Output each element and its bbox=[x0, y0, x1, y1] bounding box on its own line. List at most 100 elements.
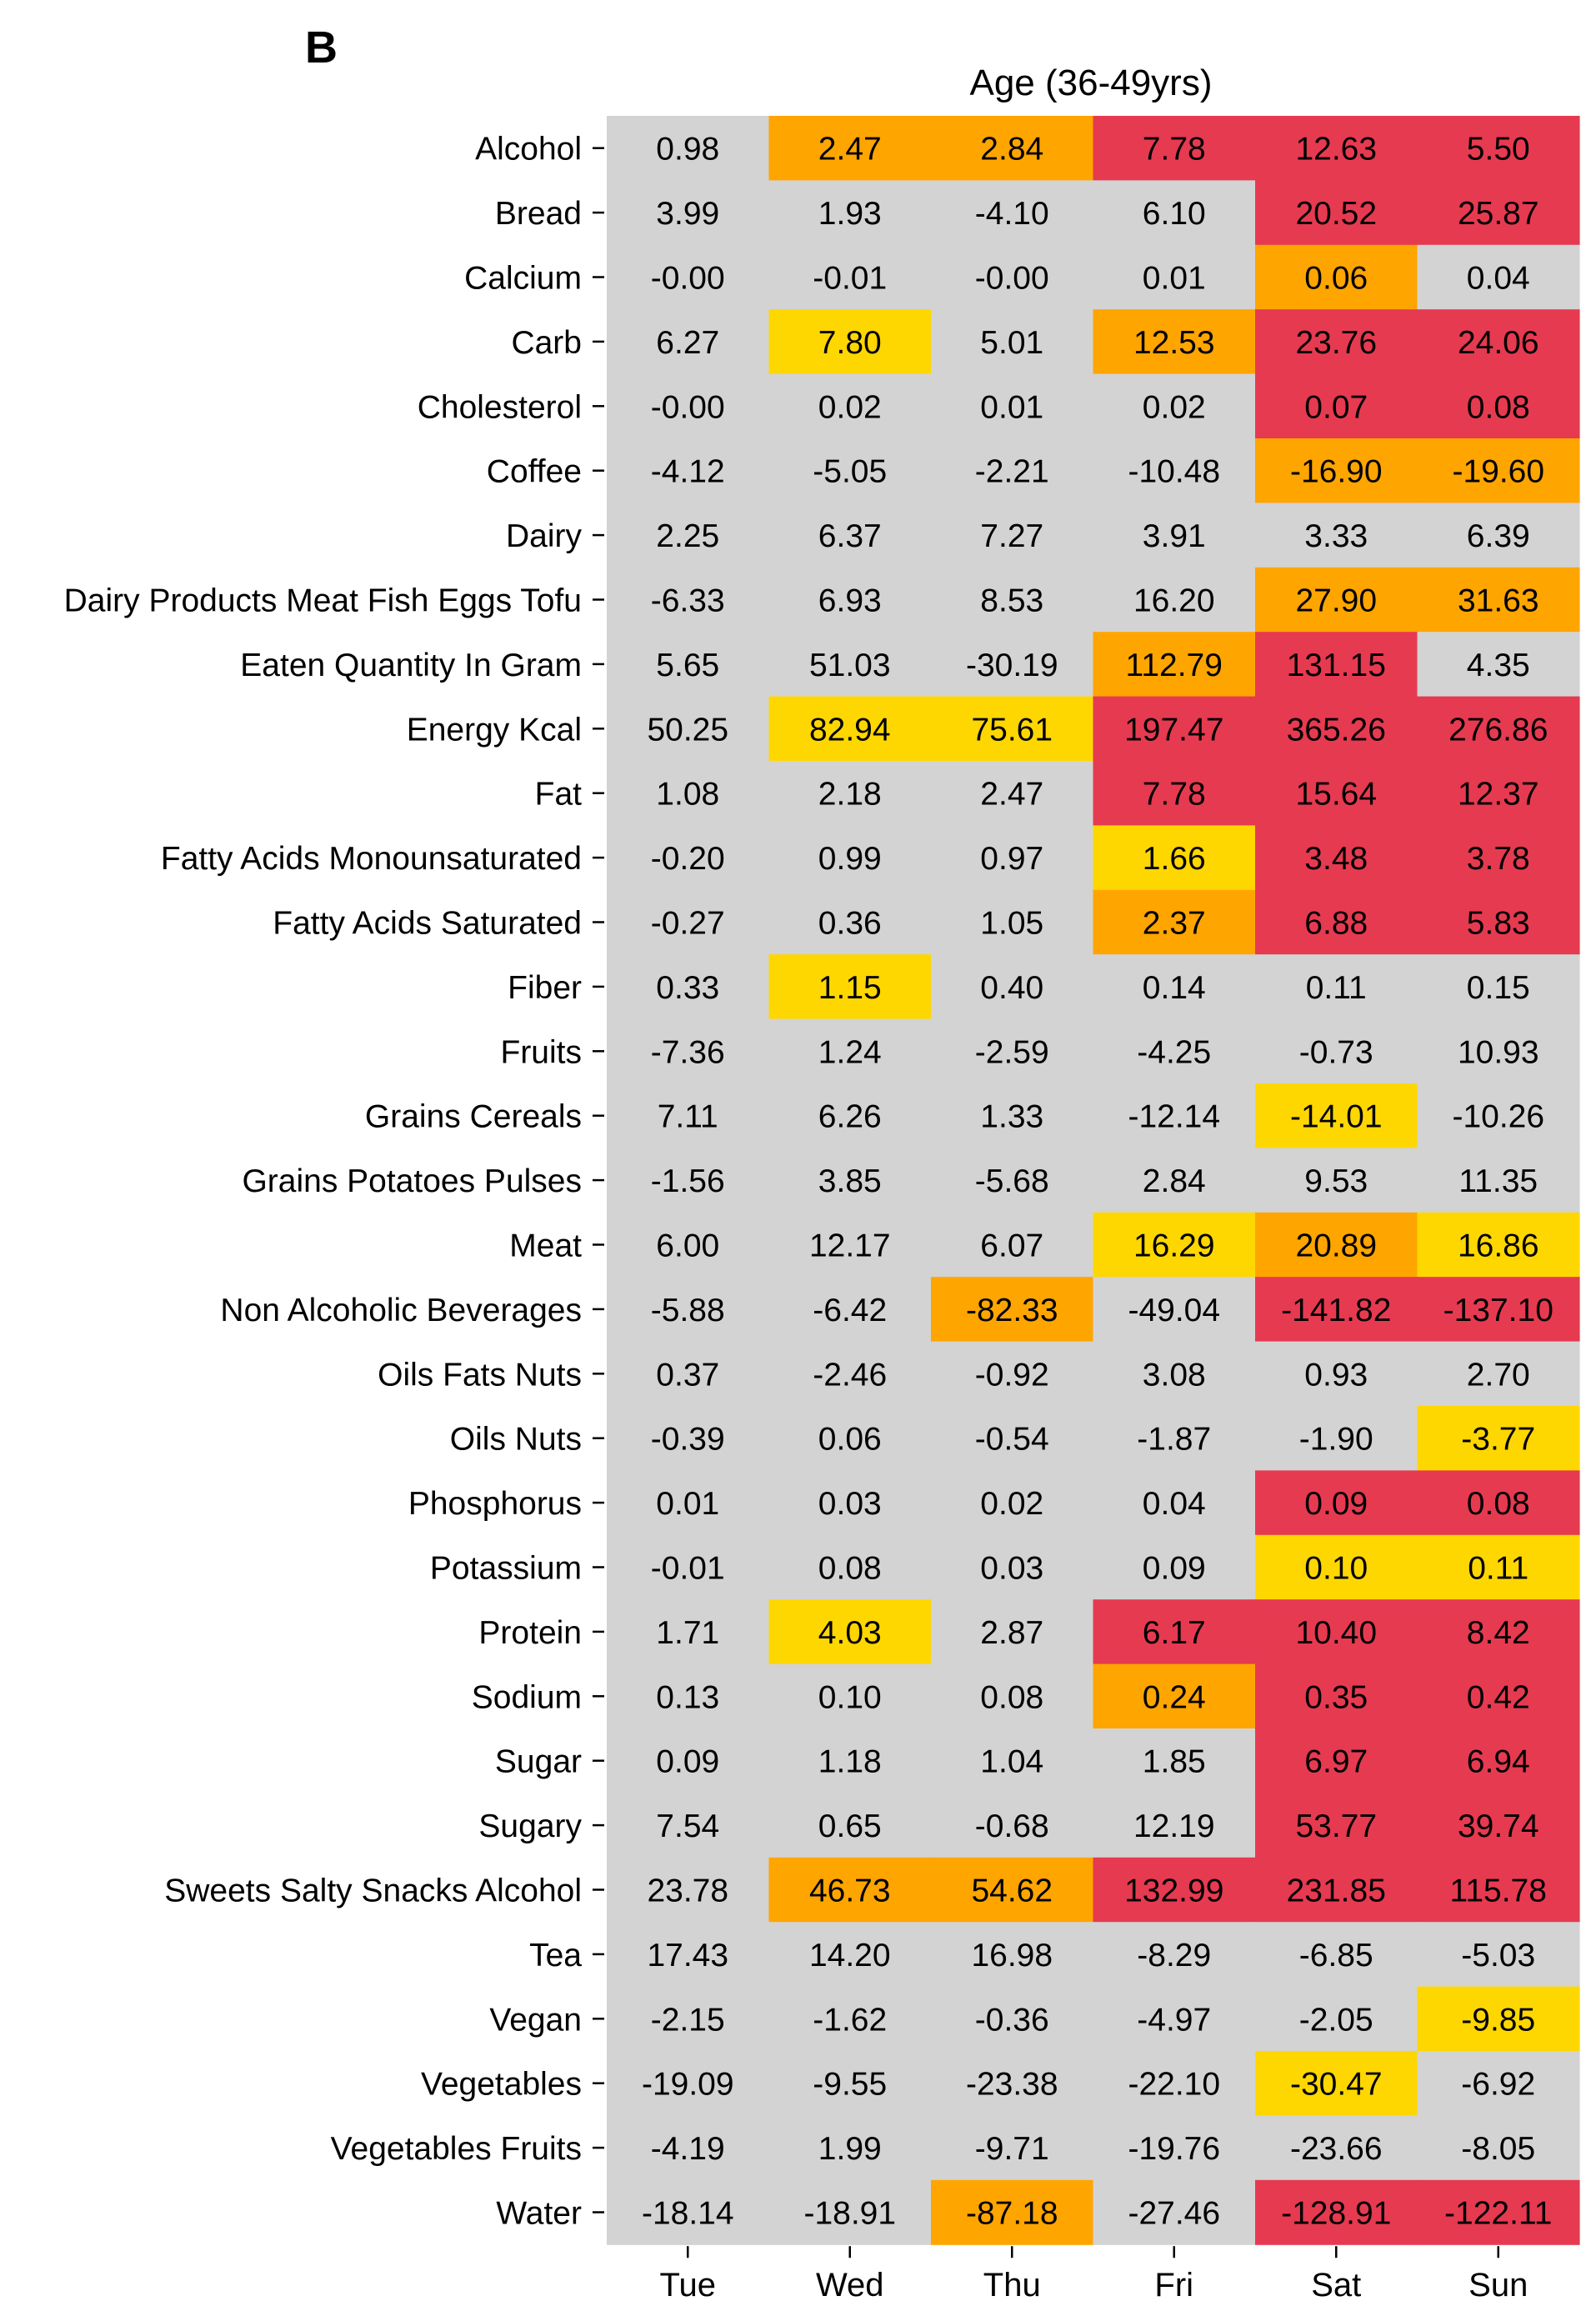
cell-value-label: 0.03 bbox=[818, 1486, 882, 1522]
cell-value-label: -2.59 bbox=[975, 1034, 1049, 1070]
heatmap-cell bbox=[1093, 1534, 1256, 1600]
heatmap-cell bbox=[931, 1083, 1094, 1148]
heatmap-cell bbox=[1093, 825, 1256, 891]
heatmap-cell bbox=[1093, 954, 1256, 1020]
heatmap-cell bbox=[1417, 1534, 1580, 1600]
cell-value-label: -14.01 bbox=[1290, 1099, 1383, 1135]
heatmap-cell bbox=[1417, 567, 1580, 633]
heatmap-cell bbox=[1093, 2115, 1256, 2181]
heatmap-cell bbox=[1417, 1470, 1580, 1536]
cell-value-label: 6.88 bbox=[1304, 906, 1368, 942]
cell-value-label: 20.89 bbox=[1295, 1228, 1377, 1264]
heatmap-cell bbox=[768, 244, 932, 310]
cell-value-label: -87.18 bbox=[966, 2196, 1058, 2232]
heatmap-cell bbox=[1093, 1599, 1256, 1665]
cell-value-label: 0.07 bbox=[1304, 389, 1368, 425]
heatmap-cell bbox=[768, 1663, 932, 1729]
cell-value-label: 3.48 bbox=[1304, 841, 1368, 877]
cell-value-label: 75.61 bbox=[971, 712, 1053, 748]
heatmap-cell bbox=[607, 1986, 770, 2052]
cell-value-label: 0.13 bbox=[656, 1679, 719, 1715]
heatmap-cell bbox=[1093, 1793, 1256, 1858]
cell-value-label: 53.77 bbox=[1295, 1808, 1377, 1844]
cell-value-label: 6.26 bbox=[818, 1099, 882, 1135]
cell-value-label: 0.09 bbox=[656, 1744, 719, 1780]
heatmap-cell bbox=[1255, 180, 1418, 246]
cell-value-label: 12.37 bbox=[1458, 777, 1539, 813]
cell-value-label: 0.02 bbox=[980, 1486, 1043, 1522]
heatmap-cell bbox=[1417, 180, 1580, 246]
heatmap-cell bbox=[607, 244, 770, 310]
heatmap-cell bbox=[1255, 1148, 1418, 1213]
heatmap-cell bbox=[607, 1277, 770, 1343]
cell-value-label: 1.93 bbox=[818, 196, 882, 232]
cell-value-label: 10.40 bbox=[1295, 1615, 1377, 1651]
cell-value-label: 5.83 bbox=[1467, 906, 1530, 942]
cell-value-label: 131.15 bbox=[1287, 648, 1386, 683]
heatmap-cell bbox=[1093, 1212, 1256, 1278]
heatmap-cell bbox=[1417, 1986, 1580, 2052]
row-label: Grains Cereals bbox=[365, 1099, 582, 1135]
heatmap-cell bbox=[1417, 889, 1580, 955]
heatmap-cell bbox=[1093, 632, 1256, 698]
cell-value-label: -0.92 bbox=[975, 1357, 1049, 1393]
column-label: Thu bbox=[983, 2267, 1041, 2303]
cell-value-label: 10.93 bbox=[1458, 1034, 1539, 1070]
cell-value-label: 82.94 bbox=[809, 712, 891, 748]
cell-value-label: 0.01 bbox=[656, 1486, 719, 1522]
heatmap-cell bbox=[1255, 1663, 1418, 1729]
heatmap-cell bbox=[768, 632, 932, 698]
heatmap-cell bbox=[768, 1341, 932, 1407]
heatmap-cell bbox=[1093, 1728, 1256, 1793]
heatmap-cell bbox=[768, 1470, 932, 1536]
heatmap-cell bbox=[931, 309, 1094, 375]
cell-value-label: 0.24 bbox=[1143, 1679, 1206, 1715]
cell-value-label: 3.91 bbox=[1143, 518, 1206, 554]
cell-value-label: -5.03 bbox=[1461, 1938, 1535, 1973]
cell-value-label: -4.25 bbox=[1137, 1034, 1211, 1070]
cell-value-label: -4.97 bbox=[1137, 2002, 1211, 2038]
heatmap-cell bbox=[931, 503, 1094, 568]
heatmap-cell bbox=[768, 1018, 932, 1084]
heatmap-cell bbox=[768, 373, 932, 439]
heatmap-cell bbox=[1255, 503, 1418, 568]
cell-value-label: 0.06 bbox=[818, 1422, 882, 1458]
heatmap-cell bbox=[931, 2051, 1094, 2116]
cell-value-label: 2.70 bbox=[1467, 1357, 1530, 1393]
heatmap-cell bbox=[1093, 761, 1256, 826]
heatmap-cell bbox=[1255, 2051, 1418, 2116]
cell-value-label: 46.73 bbox=[809, 1873, 891, 1909]
cell-value-label: -4.12 bbox=[651, 454, 725, 490]
row-label: Water bbox=[496, 2196, 582, 2232]
cell-value-label: 16.20 bbox=[1133, 583, 1215, 619]
row-label: Sodium bbox=[472, 1679, 582, 1715]
heatmap-cell bbox=[1093, 1922, 1256, 1988]
heatmap-cell bbox=[1417, 1277, 1580, 1343]
heatmap-cell bbox=[607, 696, 770, 762]
heatmap-cell bbox=[931, 761, 1094, 826]
cell-value-label: 0.09 bbox=[1143, 1551, 1206, 1587]
cell-value-label: 7.80 bbox=[818, 325, 882, 361]
heatmap-cell bbox=[1093, 1018, 1256, 1084]
column-label: Tue bbox=[660, 2267, 716, 2303]
cell-value-label: -30.19 bbox=[966, 648, 1058, 683]
heatmap-cell bbox=[768, 1922, 932, 1988]
cell-value-label: 0.98 bbox=[656, 132, 719, 168]
heatmap-cell bbox=[931, 954, 1094, 1020]
cell-value-label: -27.46 bbox=[1128, 2196, 1220, 2232]
cell-value-label: 2.25 bbox=[656, 518, 719, 554]
heatmap-cell bbox=[931, 1663, 1094, 1729]
row-label: Carb bbox=[511, 325, 582, 361]
cell-value-label: 231.85 bbox=[1287, 1873, 1386, 1909]
heatmap-cell bbox=[1255, 889, 1418, 955]
cell-value-label: -2.15 bbox=[651, 2002, 725, 2038]
heatmap-cell bbox=[931, 180, 1094, 246]
cell-value-label: 0.97 bbox=[980, 841, 1043, 877]
column-label: Sun bbox=[1468, 2267, 1528, 2303]
heatmap-cell bbox=[1417, 1018, 1580, 1084]
heatmap-cell bbox=[1417, 954, 1580, 1020]
heatmap-cell bbox=[607, 1341, 770, 1407]
cell-value-label: -6.42 bbox=[813, 1293, 887, 1328]
heatmap-cell bbox=[1417, 1212, 1580, 1278]
heatmap-cell bbox=[1417, 2051, 1580, 2116]
